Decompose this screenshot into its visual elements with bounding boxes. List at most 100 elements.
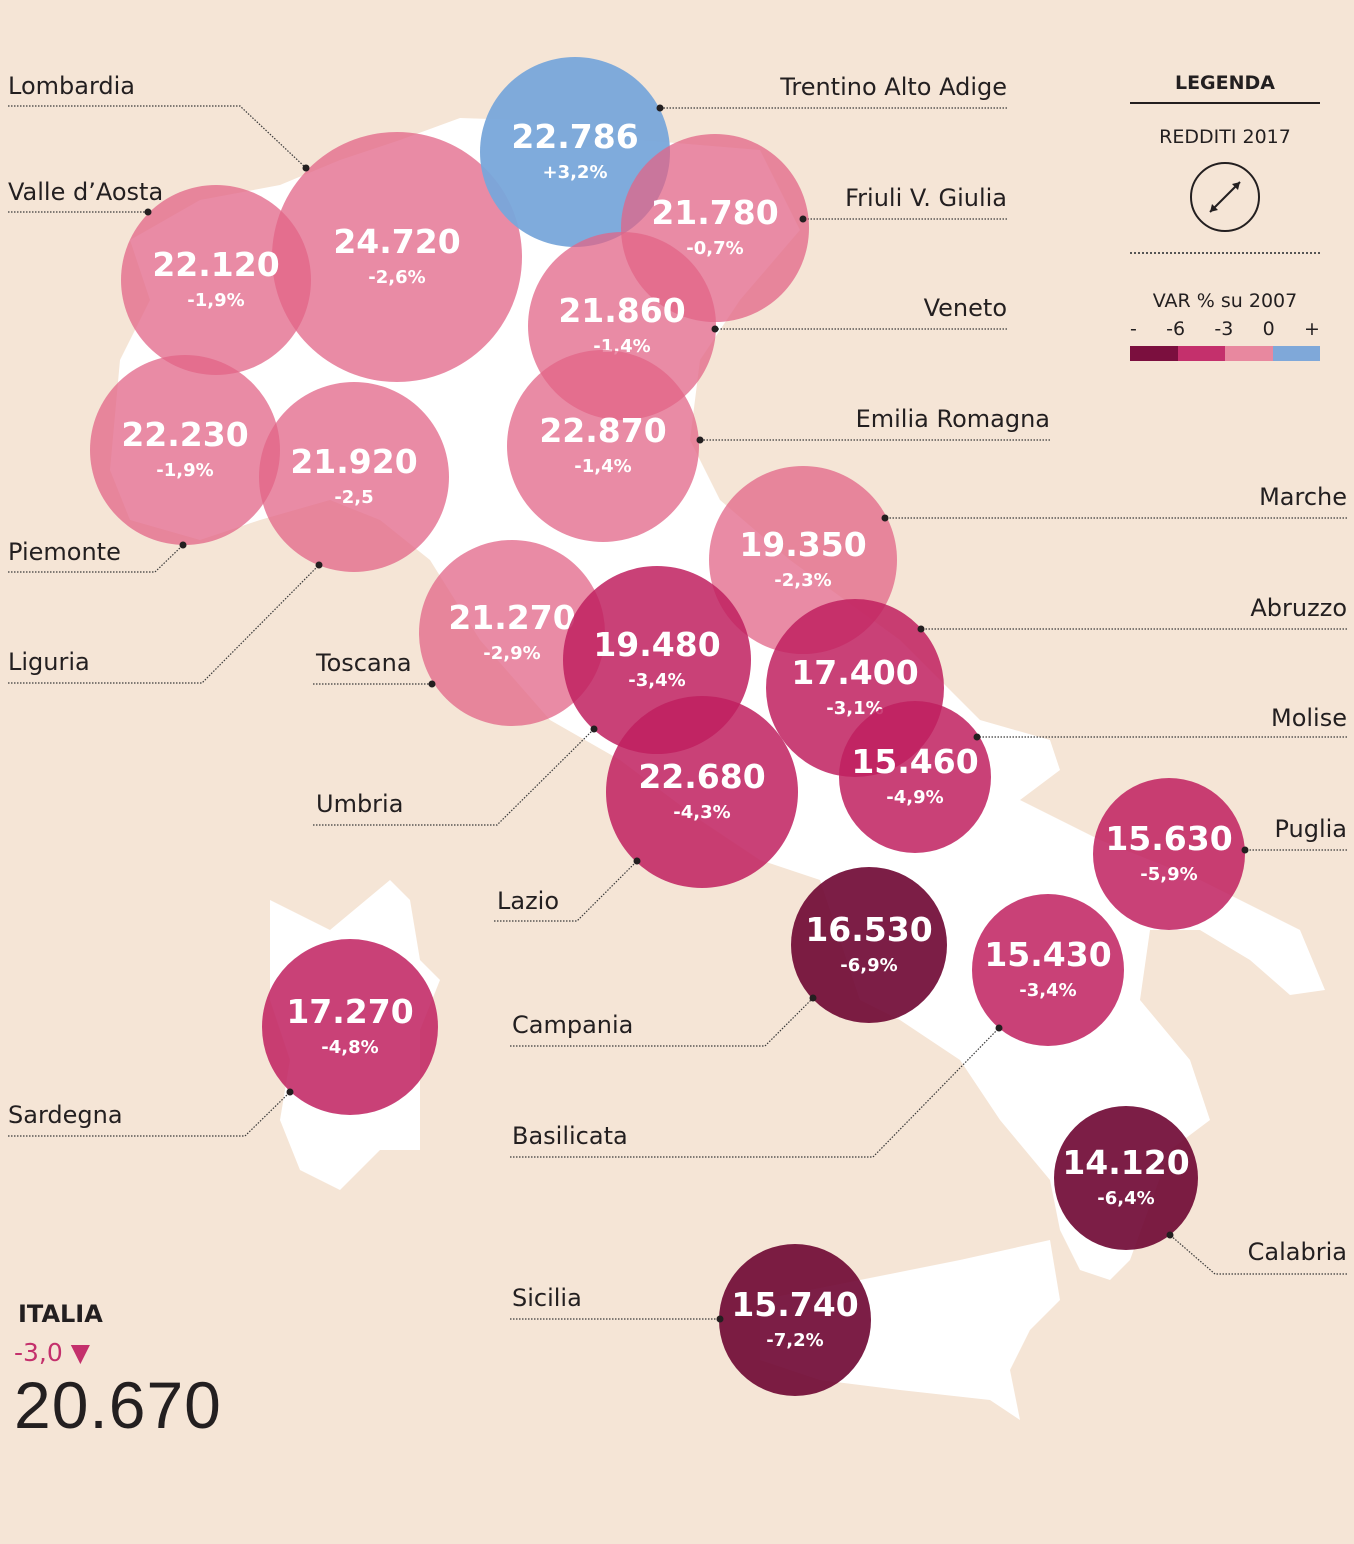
region-value: 22.230 (121, 415, 248, 454)
region-label-toscana: Toscana (315, 649, 412, 677)
legend-tick: -3 (1214, 318, 1234, 340)
region-value: 16.530 (805, 910, 932, 949)
region-var: -6,4% (1097, 1188, 1154, 1209)
region-circle (972, 894, 1124, 1046)
region-value: 22.786 (511, 117, 638, 156)
leader-line (8, 1091, 291, 1137)
region-bubble-molise: 15.460 -4,9% (839, 701, 991, 853)
region-var: -2,6% (368, 267, 425, 288)
region-value: 22.680 (638, 757, 765, 796)
leader-dot (696, 436, 704, 444)
region-value: 17.270 (286, 992, 413, 1031)
region-var: -3,4% (1019, 980, 1076, 1001)
region-var: -1,4% (574, 456, 631, 477)
region-label-lazio: Lazio (497, 887, 559, 915)
region-var: +3,2% (542, 162, 607, 183)
region-value: 21.270 (448, 598, 575, 637)
leader-dot (716, 1315, 724, 1323)
region-var: -4,8% (321, 1037, 378, 1058)
region-value: 22.120 (152, 245, 279, 284)
italia-value: 20.670 (14, 1368, 222, 1442)
region-label-veneto: Veneto (924, 294, 1007, 322)
swatch-light (1225, 346, 1273, 361)
italia-label: ITALIA (18, 1300, 103, 1328)
leader-dot (633, 857, 641, 865)
region-var: -4,9% (886, 787, 943, 808)
region-label-liguria: Liguria (8, 648, 90, 676)
region-label-piemonte: Piemonte (8, 538, 121, 566)
swatch-blue (1272, 346, 1320, 361)
region-label-molise: Molise (1271, 704, 1347, 732)
leader-line (8, 105, 307, 169)
region-label-sicilia: Sicilia (512, 1284, 582, 1312)
region-value: 17.400 (791, 653, 918, 692)
region-label-trentino-alto-adige: Trentino Alto Adige (779, 73, 1007, 101)
region-label-abruzzo: Abruzzo (1250, 594, 1347, 622)
leader-line (494, 860, 638, 922)
leader-line (510, 997, 814, 1047)
region-value: 19.350 (739, 525, 866, 564)
region-bubble-sicilia: 15.740 -7,2% (719, 1244, 871, 1396)
region-var: -6,9% (840, 955, 897, 976)
region-circle (507, 350, 699, 542)
region-circle (719, 1244, 871, 1396)
region-value: 19.480 (593, 625, 720, 664)
region-label-calabria: Calabria (1248, 1238, 1347, 1266)
region-bubble-calabria: 14.120 -6,4% (1054, 1106, 1198, 1250)
region-var: -0,7% (686, 238, 743, 259)
legend: LEGENDA REDDITI 2017 VAR % su 2007 - -6 … (1130, 72, 1320, 361)
region-circle (1093, 778, 1245, 930)
legend-title: LEGENDA (1130, 72, 1320, 104)
leader-dot (995, 1024, 1003, 1032)
legend-var-label: VAR % su 2007 (1152, 290, 1298, 312)
region-var: -1,9% (156, 460, 213, 481)
region-bubble-liguria: 21.920 -2,5 (259, 382, 449, 572)
region-label-marche: Marche (1259, 483, 1347, 511)
region-circle (90, 355, 280, 545)
region-bubble-valle-d-aosta: 22.120 -1,9% (121, 185, 311, 375)
legend-color-scale (1130, 346, 1320, 361)
region-var: -7,2% (766, 1330, 823, 1351)
region-var: -5,9% (1140, 864, 1197, 885)
region-label-lombardia: Lombardia (8, 72, 135, 100)
region-value: 22.870 (539, 411, 666, 450)
region-circle (839, 701, 991, 853)
region-value: 21.920 (290, 442, 417, 481)
region-var: -2,3% (774, 570, 831, 591)
region-label-valle-d-aosta: Valle d’Aosta (8, 178, 163, 206)
region-value: 15.630 (1105, 819, 1232, 858)
leader-dot (799, 215, 807, 223)
leader-dot (656, 104, 664, 112)
region-var: -1,9% (187, 290, 244, 311)
legend-tick: 0 (1262, 318, 1275, 340)
leader-dot (144, 208, 152, 216)
region-label-umbria: Umbria (316, 790, 403, 818)
region-var: -4,3% (673, 802, 730, 823)
region-value: 21.860 (558, 291, 685, 330)
leader-dot (973, 733, 981, 741)
region-label-sardegna: Sardegna (8, 1101, 123, 1129)
region-value: 24.720 (333, 222, 460, 261)
region-var: -2,5 (334, 487, 373, 508)
triangle-down-icon: ▼ (70, 1338, 90, 1367)
leader-dot (917, 625, 925, 633)
region-circle (272, 132, 522, 382)
region-bubble-lombardia: 24.720 -2,6% (272, 132, 522, 382)
leader-dot (881, 514, 889, 522)
leader-line (1169, 1234, 1347, 1275)
legend-tick: + (1304, 318, 1320, 340)
leader-line (510, 1027, 1000, 1158)
legend-tick: - (1130, 318, 1137, 340)
leader-dot (428, 680, 436, 688)
legend-size-label: REDDITI 2017 (1159, 126, 1291, 148)
region-circle (606, 696, 798, 888)
region-value: 21.780 (651, 193, 778, 232)
region-bubble-trentino-alto-adige: 22.786 +3,2% (480, 57, 670, 247)
size-diameter-icon (1190, 162, 1260, 232)
swatch-mid (1177, 346, 1225, 361)
leader-dot (179, 541, 187, 549)
region-bubble-sardegna: 17.270 -4,8% (262, 939, 438, 1115)
leader-dot (809, 994, 817, 1002)
region-var: -2,9% (483, 643, 540, 664)
region-bubble-emilia-romagna: 22.870 -1,4% (507, 350, 699, 542)
